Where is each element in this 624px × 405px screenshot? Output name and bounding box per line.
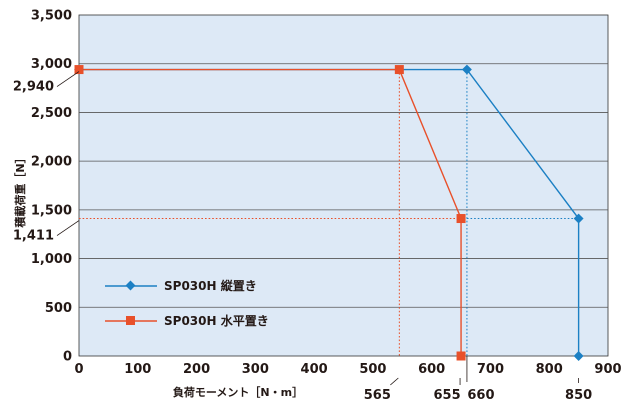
legend: SP030H 縦置き SP030H 水平置き	[105, 278, 269, 328]
y-tick-label-500: 500	[45, 301, 72, 316]
x-tick-label-400: 400	[301, 362, 328, 377]
x-annotation-660: 660	[467, 388, 494, 403]
x-annotation-655: 655	[433, 388, 460, 403]
x-tick-label-700: 700	[477, 362, 504, 377]
series-2-point-1	[394, 65, 404, 75]
y-tick-label-2500: 2,500	[31, 106, 72, 121]
legend-label-series-1: SP030H 縦置き	[164, 278, 257, 293]
x-tick-label-100: 100	[124, 362, 151, 377]
y-tick-label-2000: 2,000	[31, 155, 72, 170]
y-annotation-0: 2,940	[13, 80, 54, 95]
x-tick-label-0: 0	[74, 362, 83, 377]
x-tick-label-800: 800	[536, 362, 563, 377]
y-tick-label-1000: 1,000	[31, 252, 72, 267]
x-axis-title: 負荷モーメント［N・m］	[173, 385, 303, 399]
legend-marker-series-2	[126, 316, 135, 325]
x-tick-label-600: 600	[418, 362, 445, 377]
x-tick-label-500: 500	[359, 362, 386, 377]
y-tick-label-0: 0	[63, 350, 72, 365]
legend-marker-series-1	[125, 280, 136, 291]
series-2-point-2	[456, 214, 466, 224]
y-tick-label-1500: 1,500	[31, 203, 72, 218]
series-2-point-0	[74, 65, 84, 75]
series-2-point-3	[456, 351, 466, 361]
series-1-point-3	[573, 351, 584, 361]
x-tick-label-900: 900	[594, 362, 621, 377]
x-annotation-leader-565	[390, 377, 399, 386]
x-tick-label-300: 300	[242, 362, 269, 377]
x-annotation-850: 850	[565, 388, 592, 403]
y-tick-label-3500: 3,500	[31, 9, 72, 24]
series-line-2	[79, 68, 462, 356]
legend-label-series-2: SP030H 水平置き	[164, 313, 269, 328]
y-tick-label-3000: 3,000	[31, 57, 72, 72]
plot-area	[78, 14, 609, 357]
y-axis-title: 積載荷重［N］	[13, 152, 27, 228]
x-annotation-565: 565	[364, 388, 391, 403]
series-1-point-2	[573, 213, 584, 224]
x-tick-label-200: 200	[183, 362, 210, 377]
y-annotation-leader-1	[56, 220, 80, 236]
y-annotation-1: 1,411	[13, 229, 54, 244]
y-annotation-leader-0	[56, 71, 80, 87]
